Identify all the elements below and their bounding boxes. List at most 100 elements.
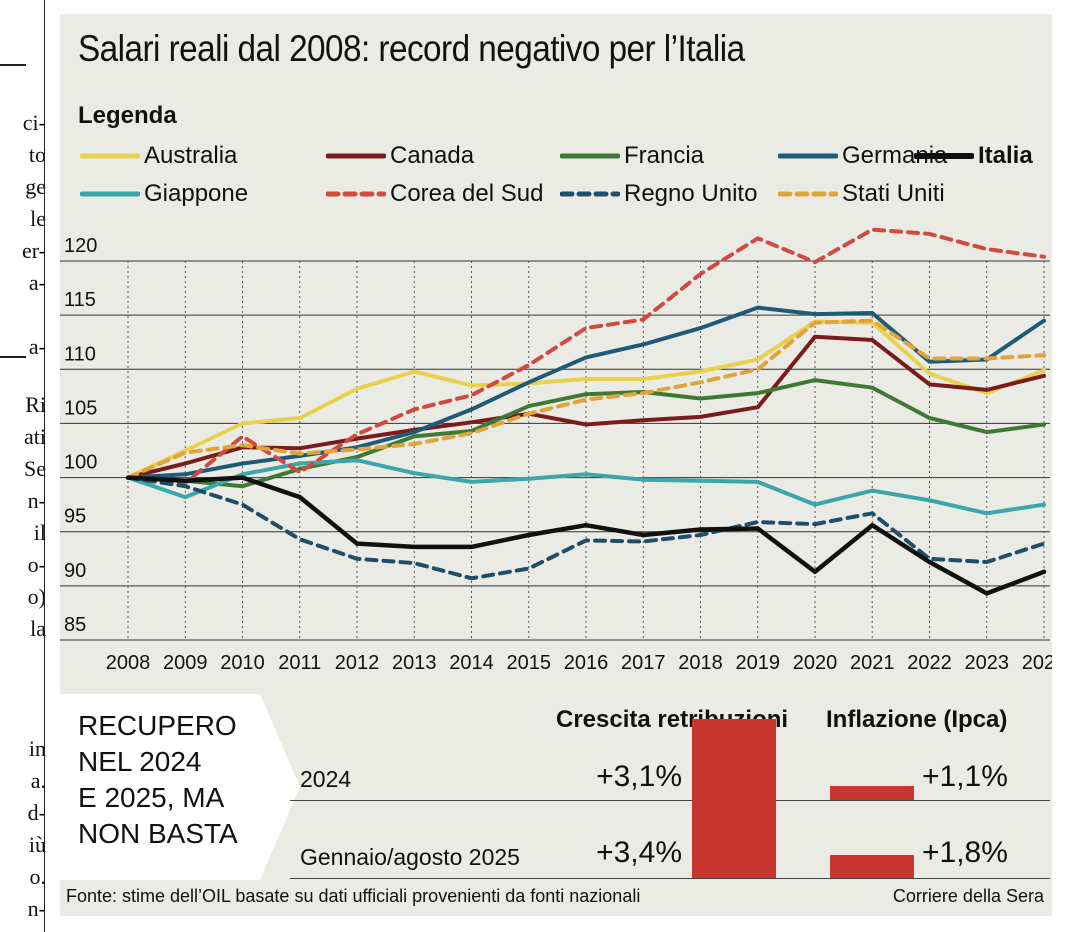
recupero-arrow-box xyxy=(60,694,300,880)
article-rule xyxy=(0,64,26,66)
x-tick-label: 2008 xyxy=(106,652,151,674)
article-text-fragment: o. xyxy=(29,864,47,889)
legend-swatch xyxy=(560,191,620,197)
legend-title: Legenda xyxy=(78,102,177,129)
x-tick-label: 2024 xyxy=(1022,652,1052,674)
chart-title: Salari reali dal 2008: record negativo p… xyxy=(78,28,745,69)
article-text-fragment: o) xyxy=(27,584,46,609)
recupero-headline: RECUPERO NEL 2024 E 2025, MA NON BASTA xyxy=(78,708,238,852)
x-tick-label: 2009 xyxy=(163,652,208,674)
crescita-value-2025: +3,4% xyxy=(596,836,682,869)
legend-label: Giappone xyxy=(144,180,249,207)
legend-label: Francia xyxy=(624,142,705,169)
inflazione-value-2024: +1,1% xyxy=(922,760,1008,793)
crescita-bar-2024 xyxy=(692,719,776,800)
legend-item-stati-uniti: Stati Uniti xyxy=(778,180,945,208)
recupero-line: RECUPERO xyxy=(78,710,237,741)
article-text-fragment: le xyxy=(30,206,46,231)
x-tick-label: 2010 xyxy=(220,652,265,674)
legend-swatch xyxy=(560,153,620,159)
x-tick-label: 2020 xyxy=(793,652,838,674)
x-tick-label: 2014 xyxy=(449,652,494,674)
legend-swatch xyxy=(80,153,140,159)
article-text-fragment: o- xyxy=(27,552,46,577)
legend-item-australia: Australia xyxy=(80,142,237,170)
legend-item-regno-unito: Regno Unito xyxy=(560,180,757,208)
y-tick-label: 100 xyxy=(64,452,97,474)
column-header-inflazione: Inflazione (Ipca) xyxy=(826,706,1008,733)
inflazione-bar-2025 xyxy=(830,854,914,878)
inflazione-bar-2024 xyxy=(830,785,914,800)
legend-item-italia: Italia xyxy=(914,142,1033,170)
article-text-fragment: Ri xyxy=(25,392,46,417)
article-text-fragment: in xyxy=(28,736,46,761)
source-note: Fonte: stime dell’OIL basate su dati uff… xyxy=(66,886,641,906)
line-chart: 85 90 95 100 105 110 115 120 2008 2009 2010 2011 201… xyxy=(60,227,1052,674)
y-tick-label: 110 xyxy=(64,343,96,365)
y-tick-label: 120 xyxy=(64,235,97,257)
y-tick-label: 85 xyxy=(64,614,86,636)
article-text-fragment: n- xyxy=(27,488,46,513)
legend-label: Regno Unito xyxy=(624,180,758,207)
series-line-giappone xyxy=(126,458,1046,516)
x-tick-label: 2017 xyxy=(621,652,666,674)
row-label-2025: Gennaio/agosto 2025 xyxy=(300,844,520,870)
y-tick-label: 115 xyxy=(64,289,96,311)
article-text-fragment: a- xyxy=(28,334,46,359)
article-text-fragment: a- xyxy=(28,270,46,295)
legend-label: Corea del Sud xyxy=(390,180,544,207)
article-text-fragment: to xyxy=(28,142,46,167)
series-line-australia xyxy=(126,319,1046,480)
article-text-fragment: la xyxy=(30,616,46,641)
y-tick-label: 90 xyxy=(64,560,86,582)
article-text-fragment: ge xyxy=(25,174,46,199)
x-tick-label: 2016 xyxy=(564,652,609,674)
series-line-francia xyxy=(126,378,1046,489)
legend-swatch xyxy=(326,153,386,159)
row-label-2024: 2024 xyxy=(300,766,352,792)
x-tick-label: 2018 xyxy=(678,652,723,674)
crescita-value-2024: +3,1% xyxy=(596,760,682,793)
row-divider xyxy=(290,800,1050,801)
article-text-fragment: iù xyxy=(28,832,46,857)
article-text-fragment: Se xyxy=(24,456,46,481)
article-text-fragment: a. xyxy=(30,768,46,793)
x-tick-label: 2023 xyxy=(965,652,1010,674)
article-text-fragment: ati xyxy=(24,424,46,449)
legend-swatch xyxy=(914,153,974,159)
series-line-corea-del-sud xyxy=(126,227,1046,485)
recupero-line: E 2025, MA xyxy=(78,782,225,813)
series-line-regno-unito xyxy=(126,475,1046,581)
legend-label: Stati Uniti xyxy=(842,180,945,207)
column-divider xyxy=(44,0,45,932)
article-text-fragment: il xyxy=(33,520,46,545)
article-text-fragment: d- xyxy=(27,800,46,825)
x-tick-label: 2011 xyxy=(278,652,321,674)
series-line-canada xyxy=(126,334,1046,480)
legend-label: Australia xyxy=(144,142,238,169)
article-text-fragment: ci- xyxy=(22,110,46,135)
legend-item-canada: Canada xyxy=(326,142,474,170)
legend-swatch xyxy=(326,191,386,197)
x-tick-label: 2012 xyxy=(335,652,380,674)
publisher-credit: Corriere della Sera xyxy=(892,886,1044,906)
row-divider xyxy=(290,878,1050,879)
legend-label: Italia xyxy=(978,142,1033,169)
series-line-italia xyxy=(125,475,1047,596)
y-tick-label: 105 xyxy=(64,397,97,419)
inflazione-value-2025: +1,8% xyxy=(922,836,1008,869)
legend-swatch xyxy=(778,191,838,197)
legend-swatch xyxy=(80,191,140,197)
x-tick-label: 2019 xyxy=(736,652,781,674)
legend-item-corea-del-sud: Corea del Sud xyxy=(326,180,543,208)
article-text-fragment: er- xyxy=(22,238,46,263)
crescita-bar-2025 xyxy=(692,789,776,878)
y-tick-label: 95 xyxy=(64,506,86,528)
recupero-line: NEL 2024 xyxy=(78,746,202,777)
infographic-panel: Salari reali dal 2008: record negativo p… xyxy=(60,14,1052,916)
legend-item-giappone: Giappone xyxy=(80,180,248,208)
recupero-line: NON BASTA xyxy=(78,818,238,849)
legend-label: Canada xyxy=(390,142,475,169)
x-tick-label: 2013 xyxy=(392,652,437,674)
series-line-stati-uniti xyxy=(126,318,1046,480)
